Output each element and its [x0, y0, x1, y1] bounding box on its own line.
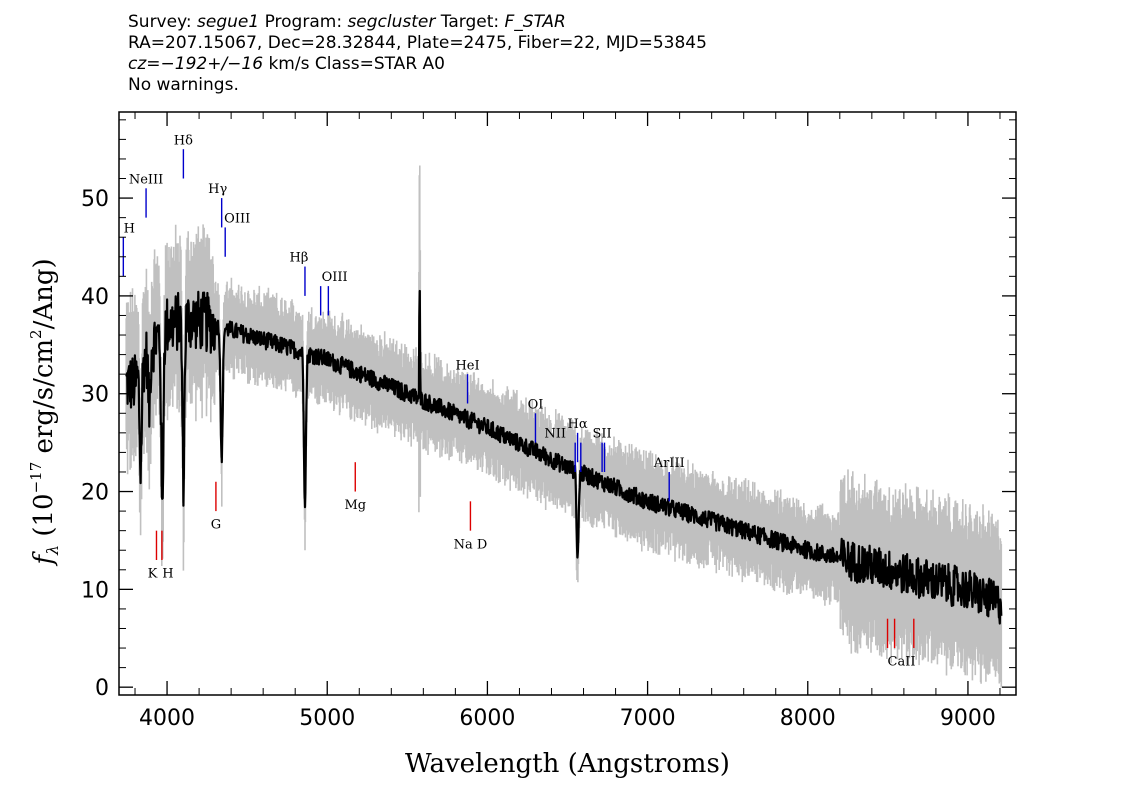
- y-tick-label-1: 10: [81, 578, 109, 603]
- emission-line-label-8: HeI: [455, 358, 479, 373]
- y-tick-label-3: 30: [81, 383, 109, 408]
- absorption-line-label-4: Na D: [454, 537, 488, 552]
- emission-line-label-13: SII: [593, 427, 612, 442]
- emission-line-label-15: ArIII: [653, 456, 685, 471]
- header-line-warnings: No warnings.: [128, 75, 239, 95]
- y-axis-title-lambda: λ: [43, 545, 62, 556]
- survey-value: segue1: [197, 12, 260, 32]
- y-tick-label-2: 20: [81, 481, 109, 506]
- absorption-line-label-3: Mg: [344, 498, 366, 513]
- absorption-line-label-2: G: [211, 518, 221, 533]
- emission-line-label-10: NII: [544, 427, 566, 442]
- y-axis-title-sq: 2: [27, 329, 45, 339]
- emission-line-label-6: OIII: [322, 270, 348, 285]
- y-axis-title-exp: −17: [27, 462, 45, 494]
- plot-frame: [118, 111, 1017, 696]
- x-tick-label-2: 6000: [459, 706, 515, 731]
- y-axis-title-units1: erg/s/cm: [29, 339, 59, 462]
- spectrum-line: [125, 289, 1003, 625]
- y-axis: 0 10 20 30 40 50: [81, 119, 1016, 701]
- absorption-line-label-0: K: [148, 567, 158, 582]
- y-tick-label-0: 0: [95, 676, 109, 701]
- x-tick-label-4: 8000: [780, 706, 836, 731]
- emission-line-label-11: Hα: [568, 417, 588, 432]
- x-tick-label-0: 4000: [139, 706, 195, 731]
- header-line-survey: Survey: segue1 Program: segcluster Targe…: [128, 12, 707, 33]
- emission-line-label-3: Hγ: [208, 182, 227, 197]
- header-line-redshift: cz=−192+/−16 km/s Class=STAR A0: [128, 54, 707, 75]
- x-tick-label-1: 5000: [299, 706, 355, 731]
- absorption-line-label-5: CaII: [888, 655, 916, 670]
- x-axis-title: Wavelength (Angstroms): [405, 749, 730, 779]
- y-axis-title-open: (10: [29, 493, 59, 545]
- program-value: segcluster: [347, 12, 436, 32]
- absorption-line-label-1: H: [162, 567, 173, 582]
- spectrum-series: [125, 289, 1003, 625]
- emission-line-label-4: OIII: [224, 212, 250, 227]
- target-value: F_STAR: [504, 12, 566, 32]
- header-line-coordinates: RA=207.15067, Dec=28.32844, Plate=2475, …: [128, 33, 707, 53]
- y-axis-title-units2: /Ang): [29, 258, 59, 329]
- emission-line-label-1: NeIII: [129, 172, 163, 187]
- emission-line-label-2: Hδ: [174, 133, 193, 148]
- target-label: Target:: [435, 12, 505, 32]
- emission-line-label-9: OI: [528, 397, 544, 412]
- y-tick-label-5: 50: [81, 187, 109, 212]
- program-label: Program:: [259, 12, 348, 32]
- plot-header: Survey: segue1 Program: segcluster Targe…: [128, 12, 707, 96]
- x-tick-label-3: 7000: [620, 706, 676, 731]
- emission-line-label-5: Hβ: [290, 251, 309, 266]
- x-tick-label-5: 9000: [940, 706, 996, 731]
- cz-unit-class: km/s Class=STAR A0: [263, 54, 445, 74]
- survey-label: Survey:: [128, 12, 198, 32]
- cz-label: cz=: [128, 54, 161, 74]
- emission-line-label-0: H: [124, 221, 135, 236]
- cz-value: −192+/−16: [160, 54, 264, 74]
- y-tick-label-4: 40: [81, 285, 109, 310]
- y-axis-title: fλ (10−17 erg/s/cm2/Ang): [27, 258, 62, 566]
- x-axis: 4000 5000 6000 7000 8000 9000: [134, 112, 1001, 731]
